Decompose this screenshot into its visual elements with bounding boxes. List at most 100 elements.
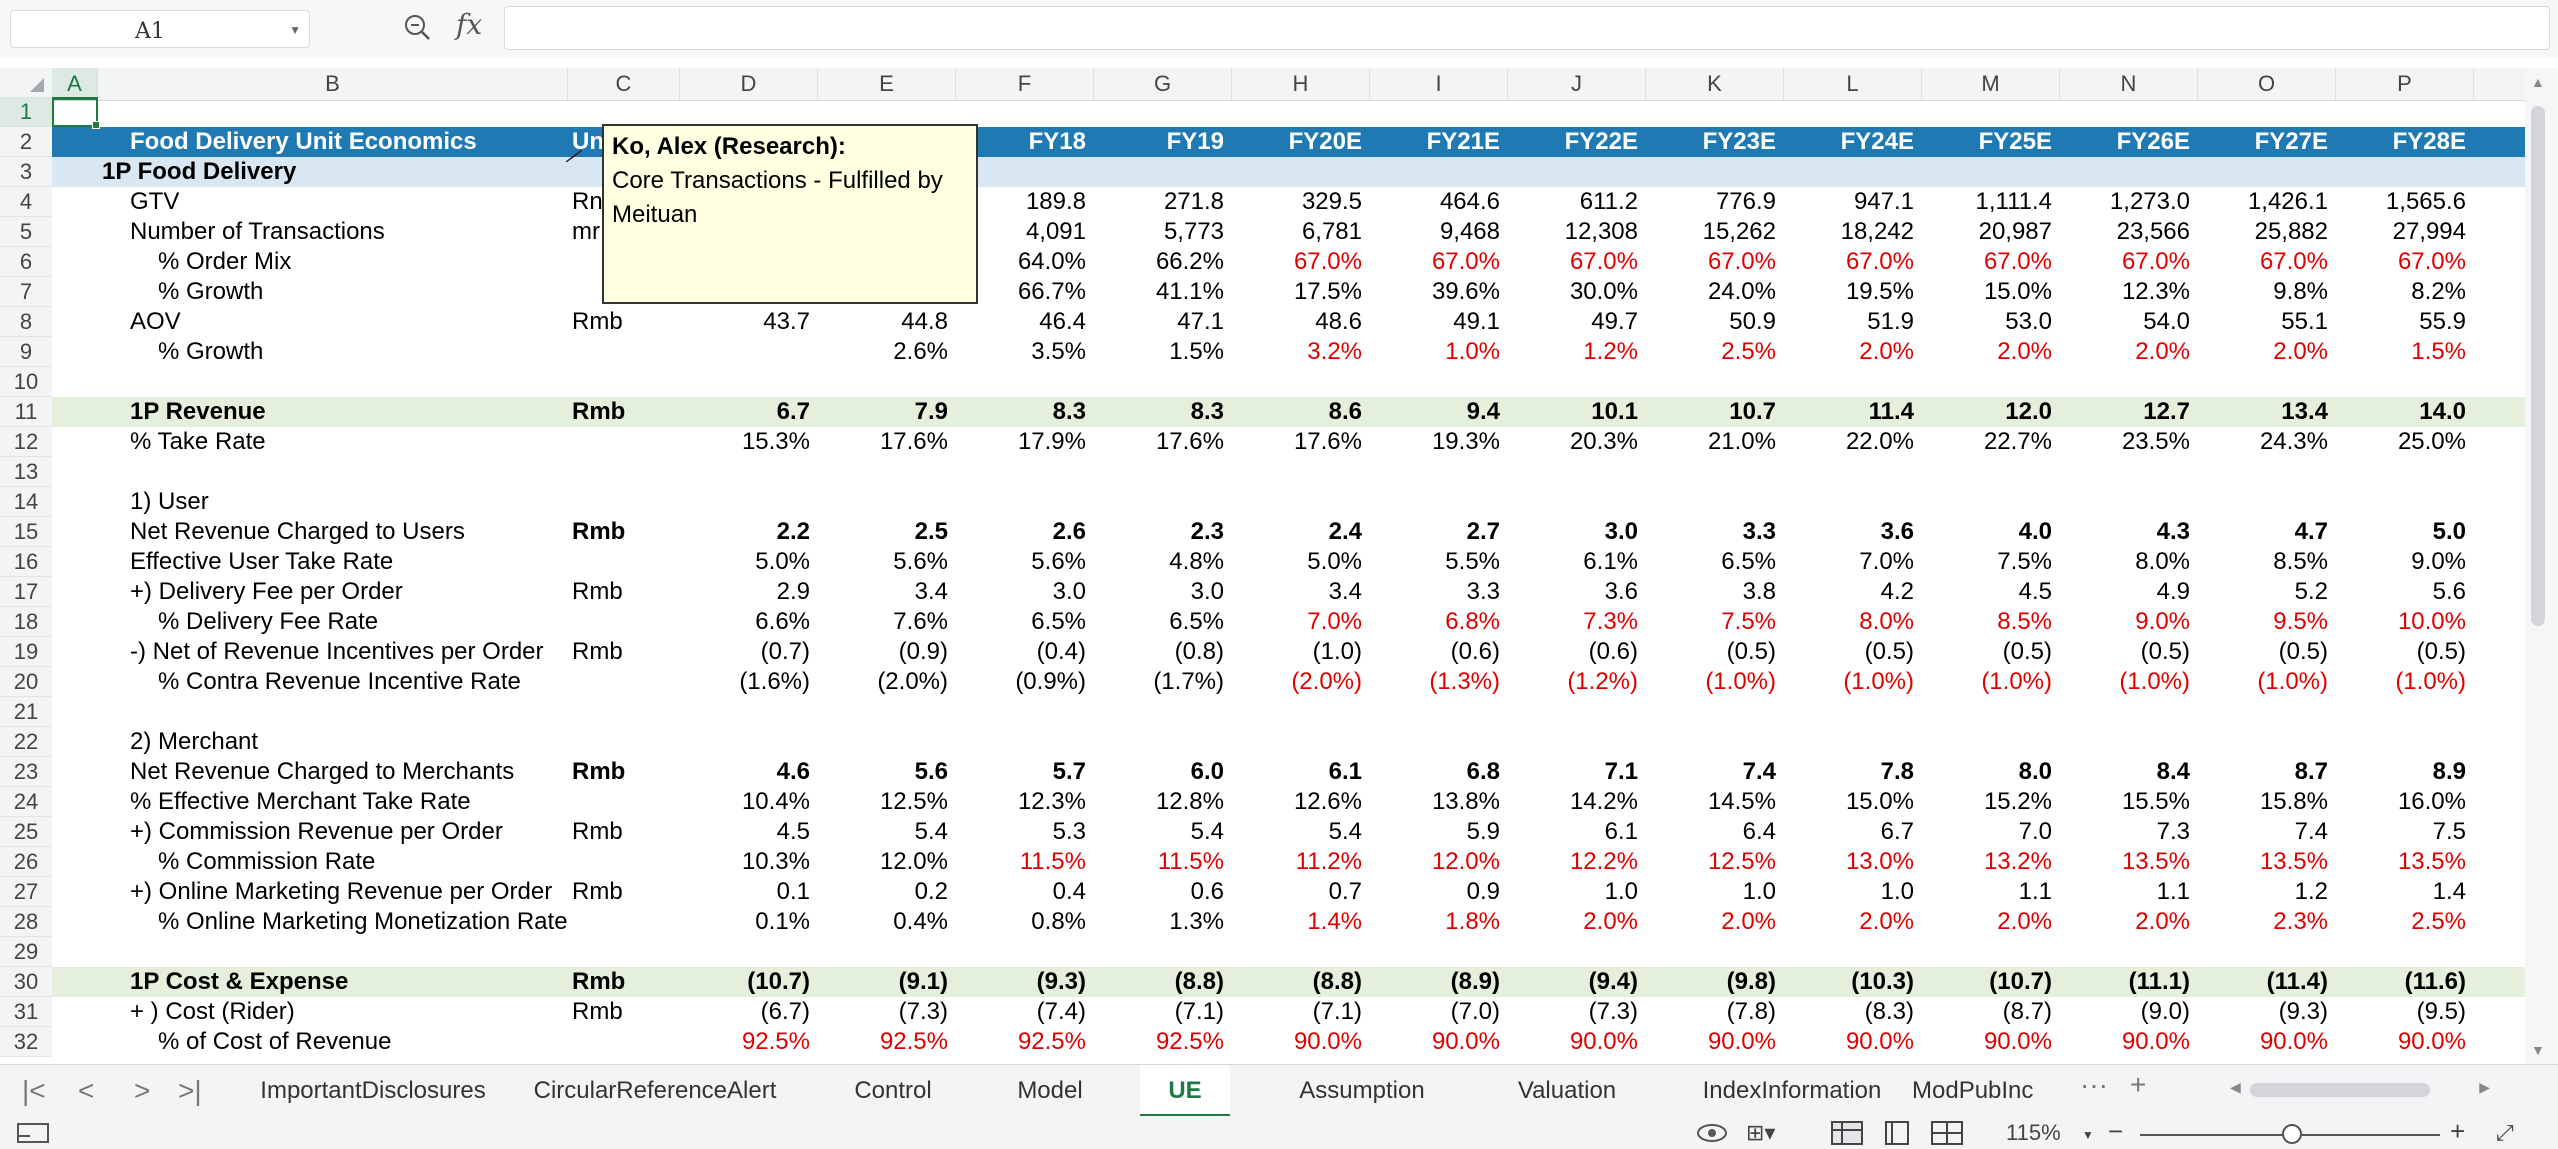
scroll-up-icon[interactable]: ▲ xyxy=(2531,74,2545,90)
row-header[interactable]: 22 xyxy=(0,727,52,757)
cell-d16[interactable]: 5.0% xyxy=(755,548,810,575)
cell-d24[interactable]: 10.4% xyxy=(741,788,810,815)
cell-d18[interactable]: 6.6% xyxy=(755,608,810,635)
scroll-right-icon[interactable]: ▶ xyxy=(2479,1079,2490,1095)
cell-g31[interactable]: (7.1) xyxy=(1174,998,1224,1025)
cell-j20[interactable]: (1.2%) xyxy=(1567,668,1638,695)
cell-k5[interactable]: 15,262 xyxy=(1702,218,1776,245)
cell-i17[interactable]: 3.3 xyxy=(1466,578,1500,605)
cell-p17[interactable]: 5.6 xyxy=(2432,578,2466,605)
cell-d19[interactable]: (0.7) xyxy=(760,638,810,665)
cell-k32[interactable]: 90.0% xyxy=(1707,1028,1776,1055)
cell-p2[interactable]: FY28E xyxy=(2392,128,2466,155)
cell-h31[interactable]: (7.1) xyxy=(1312,998,1362,1025)
cell-f23[interactable]: 5.7 xyxy=(1052,758,1086,785)
cell-e11[interactable]: 7.9 xyxy=(914,398,948,425)
cell-o11[interactable]: 13.4 xyxy=(2281,398,2328,425)
cell-m7[interactable]: 15.0% xyxy=(1983,278,2052,305)
cell-h7[interactable]: 17.5% xyxy=(1293,278,1362,305)
cell-b12[interactable]: % Take Rate xyxy=(130,428,266,455)
cell-d28[interactable]: 0.1% xyxy=(755,908,810,935)
cell-b24[interactable]: % Effective Merchant Take Rate xyxy=(130,788,471,815)
cell-m18[interactable]: 8.5% xyxy=(1997,608,2052,635)
more-sheets-icon[interactable]: ··· xyxy=(2080,1069,2108,1100)
cell-g32[interactable]: 92.5% xyxy=(1155,1028,1224,1055)
cell-o31[interactable]: (9.3) xyxy=(2278,998,2328,1025)
sheet-tab-valuation[interactable]: Valuation xyxy=(1517,1077,1617,1104)
row-header[interactable]: 1 xyxy=(0,97,52,127)
cell-e17[interactable]: 3.4 xyxy=(914,578,948,605)
cell-j11[interactable]: 10.1 xyxy=(1591,398,1638,425)
cell-e18[interactable]: 7.6% xyxy=(893,608,948,635)
cell-l4[interactable]: 947.1 xyxy=(1853,188,1914,215)
cell-k15[interactable]: 3.3 xyxy=(1742,518,1776,545)
cell-n9[interactable]: 2.0% xyxy=(2135,338,2190,365)
cell-k2[interactable]: FY23E xyxy=(1702,128,1776,155)
cell-i26[interactable]: 12.0% xyxy=(1431,848,1500,875)
cell-n24[interactable]: 15.5% xyxy=(2121,788,2190,815)
cell-l12[interactable]: 22.0% xyxy=(1845,428,1914,455)
cell-l11[interactable]: 11.4 xyxy=(1868,398,1914,425)
cell-e12[interactable]: 17.6% xyxy=(879,428,948,455)
cell-d20[interactable]: (1.6%) xyxy=(739,668,810,695)
cell-f12[interactable]: 17.9% xyxy=(1017,428,1086,455)
cell-f2[interactable]: FY18 xyxy=(1028,128,1086,155)
cell-j15[interactable]: 3.0 xyxy=(1604,518,1638,545)
cell-p32[interactable]: 90.0% xyxy=(2397,1028,2466,1055)
cell-j30[interactable]: (9.4) xyxy=(1588,968,1638,995)
cell-c31[interactable]: Rmb xyxy=(572,998,623,1025)
cell-m23[interactable]: 8.0 xyxy=(2018,758,2052,785)
cell-l28[interactable]: 2.0% xyxy=(1859,908,1914,935)
first-sheet-icon[interactable]: |< xyxy=(22,1075,46,1106)
cell-g20[interactable]: (1.7%) xyxy=(1153,668,1224,695)
cell-o4[interactable]: 1,426.1 xyxy=(2247,188,2328,215)
cell-l30[interactable]: (10.3) xyxy=(1851,968,1914,995)
cell-b23[interactable]: Net Revenue Charged to Merchants xyxy=(130,758,515,785)
cell-o6[interactable]: 67.0% xyxy=(2259,248,2328,275)
row-header[interactable]: 11 xyxy=(0,397,52,427)
cell-g5[interactable]: 5,773 xyxy=(1163,218,1224,245)
row-header[interactable]: 10 xyxy=(0,367,52,397)
cell-o27[interactable]: 1.2 xyxy=(2294,878,2328,905)
sheet-tab-assumption[interactable]: Assumption xyxy=(1299,1077,1425,1104)
cell-o5[interactable]: 25,882 xyxy=(2254,218,2328,245)
cell-j31[interactable]: (7.3) xyxy=(1588,998,1638,1025)
cell-d12[interactable]: 15.3% xyxy=(741,428,810,455)
cell-j16[interactable]: 6.1% xyxy=(1583,548,1638,575)
cell-k4[interactable]: 776.9 xyxy=(1715,188,1776,215)
cell-k24[interactable]: 14.5% xyxy=(1707,788,1776,815)
cell-i32[interactable]: 90.0% xyxy=(1431,1028,1500,1055)
cell-p23[interactable]: 8.9 xyxy=(2432,758,2466,785)
cell-j26[interactable]: 12.2% xyxy=(1569,848,1638,875)
cell-k12[interactable]: 21.0% xyxy=(1707,428,1776,455)
cell-j12[interactable]: 20.3% xyxy=(1569,428,1638,455)
cell-k18[interactable]: 7.5% xyxy=(1721,608,1776,635)
cell-e24[interactable]: 12.5% xyxy=(879,788,948,815)
cell-j23[interactable]: 7.1 xyxy=(1604,758,1638,785)
cell-d27[interactable]: 0.1 xyxy=(776,878,810,905)
cell-b22[interactable]: 2) Merchant xyxy=(130,728,259,755)
cell-c15[interactable]: Rmb xyxy=(572,518,626,545)
chevron-down-icon[interactable]: ▼ xyxy=(289,23,301,37)
cell-i20[interactable]: (1.3%) xyxy=(1429,668,1500,695)
cell-l23[interactable]: 7.8 xyxy=(1880,758,1914,785)
cell-b3[interactable]: 1P Food Delivery xyxy=(102,158,297,185)
cell-m26[interactable]: 13.2% xyxy=(1983,848,2052,875)
select-all-corner[interactable] xyxy=(0,68,52,100)
row-header[interactable]: 13 xyxy=(0,457,52,487)
cell-j25[interactable]: 6.1 xyxy=(1604,818,1638,845)
row-header[interactable]: 15 xyxy=(0,517,52,547)
cell-j4[interactable]: 611.2 xyxy=(1579,188,1638,215)
column-header-j[interactable]: J xyxy=(1508,68,1646,100)
cell-h2[interactable]: FY20E xyxy=(1288,128,1362,155)
cell-d15[interactable]: 2.2 xyxy=(776,518,810,545)
cell-e25[interactable]: 5.4 xyxy=(914,818,948,845)
cell-m28[interactable]: 2.0% xyxy=(1997,908,2052,935)
cell-g16[interactable]: 4.8% xyxy=(1169,548,1224,575)
cell-g18[interactable]: 6.5% xyxy=(1169,608,1224,635)
cell-h4[interactable]: 329.5 xyxy=(1301,188,1362,215)
add-sheet-icon[interactable]: + xyxy=(2130,1069,2147,1100)
cell-j7[interactable]: 30.0% xyxy=(1569,278,1638,305)
cell-j18[interactable]: 7.3% xyxy=(1583,608,1638,635)
cell-p31[interactable]: (9.5) xyxy=(2416,998,2466,1025)
